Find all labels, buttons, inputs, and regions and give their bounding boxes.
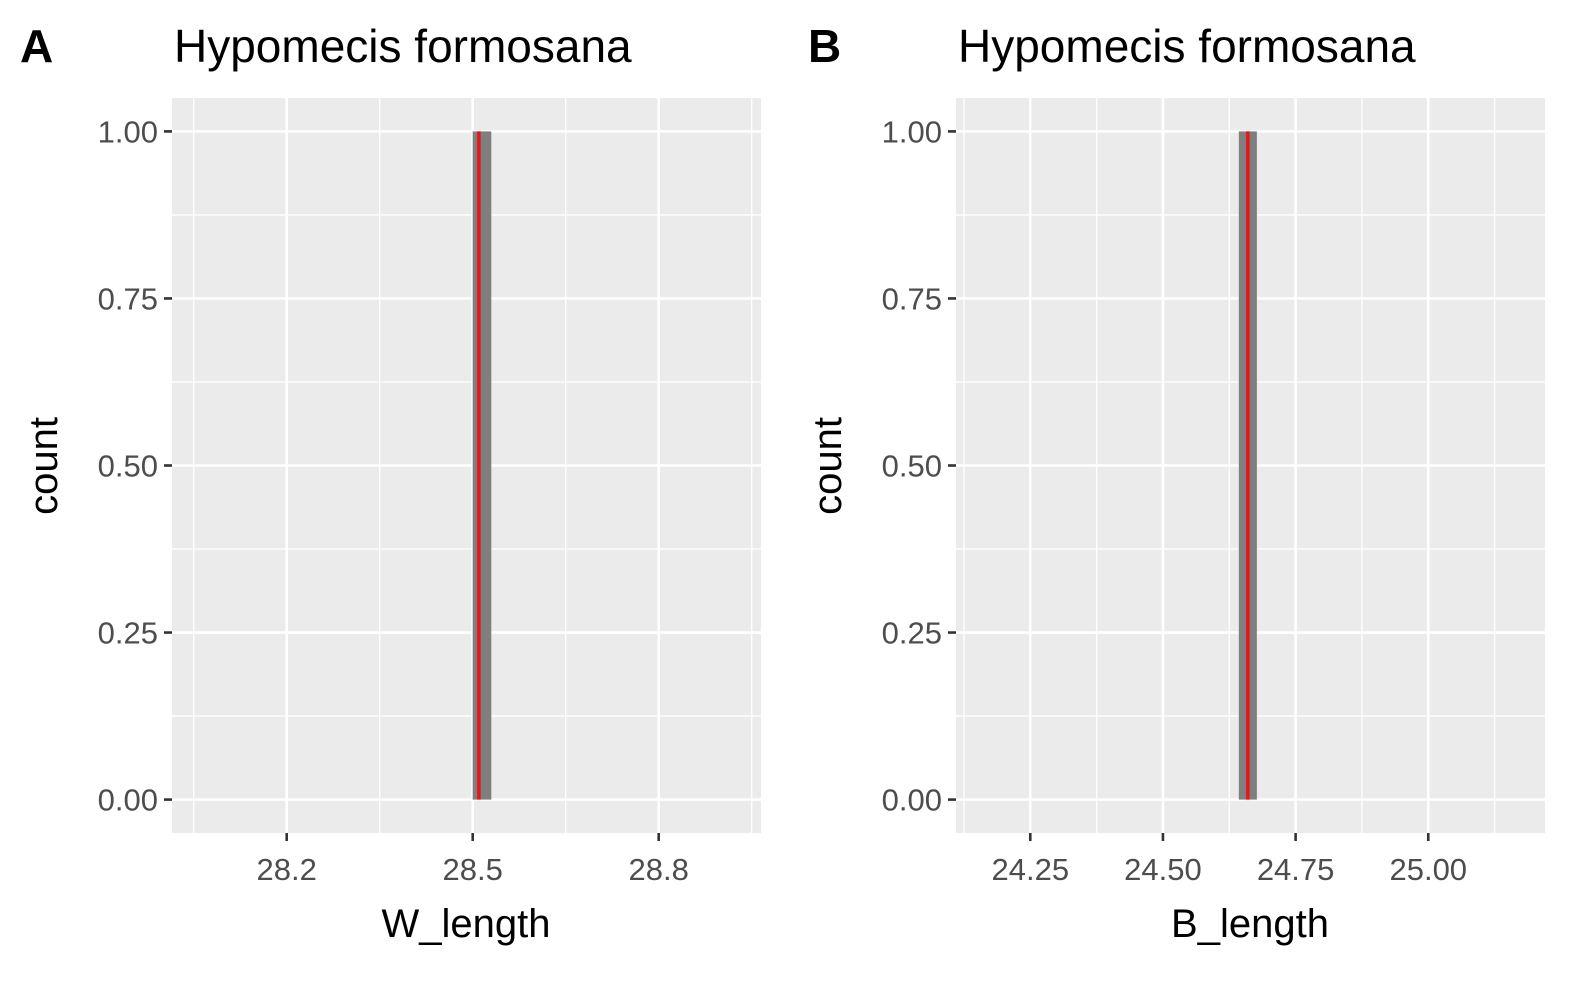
panel-b: B Hypomecis formosana B_length count 0.0… <box>806 20 1545 946</box>
x-tick-label: 25.00 <box>1389 852 1467 887</box>
y-tick-label: 1.00 <box>98 114 158 149</box>
panel-a-y-axis-title: count <box>22 417 66 515</box>
panel-a-plot: 0.00 0.25 0.50 0.75 1.00 28.2 28.5 28.8 <box>98 98 761 887</box>
x-tick-label: 28.5 <box>443 852 503 887</box>
y-tick-label: 0.00 <box>98 783 158 818</box>
panel-tag-a: A <box>20 20 53 72</box>
panel-b-title: Hypomecis formosana <box>958 20 1416 72</box>
y-tick-label: 0.75 <box>98 281 158 316</box>
x-tick-label: 24.50 <box>1124 852 1202 887</box>
panel-b-y-axis-title: count <box>806 417 850 515</box>
x-tick-label: 24.75 <box>1257 852 1335 887</box>
panel-a: A Hypomecis formosana W_length count 0.0… <box>20 20 761 946</box>
y-tick-label: 0.25 <box>882 616 942 651</box>
panel-tag-b: B <box>808 20 841 72</box>
panel-b-plot: 0.00 0.25 0.50 0.75 1.00 24.25 24.50 24.75 25.00 <box>882 98 1545 887</box>
panel-a-title: Hypomecis formosana <box>174 20 632 72</box>
y-tick-label: 0.25 <box>98 616 158 651</box>
x-tick-label: 24.25 <box>991 852 1069 887</box>
panel-a-x-axis-title: W_length <box>382 902 551 946</box>
y-tick-label: 0.00 <box>882 783 942 818</box>
y-tick-label: 0.50 <box>882 449 942 484</box>
y-tick-label: 0.50 <box>98 449 158 484</box>
y-tick-label: 1.00 <box>882 114 942 149</box>
panel-b-x-axis-title: B_length <box>1171 902 1329 946</box>
x-tick-label: 28.2 <box>257 852 317 887</box>
histogram-bar <box>472 131 492 800</box>
x-tick-label: 28.8 <box>629 852 689 887</box>
y-tick-label: 0.75 <box>882 281 942 316</box>
